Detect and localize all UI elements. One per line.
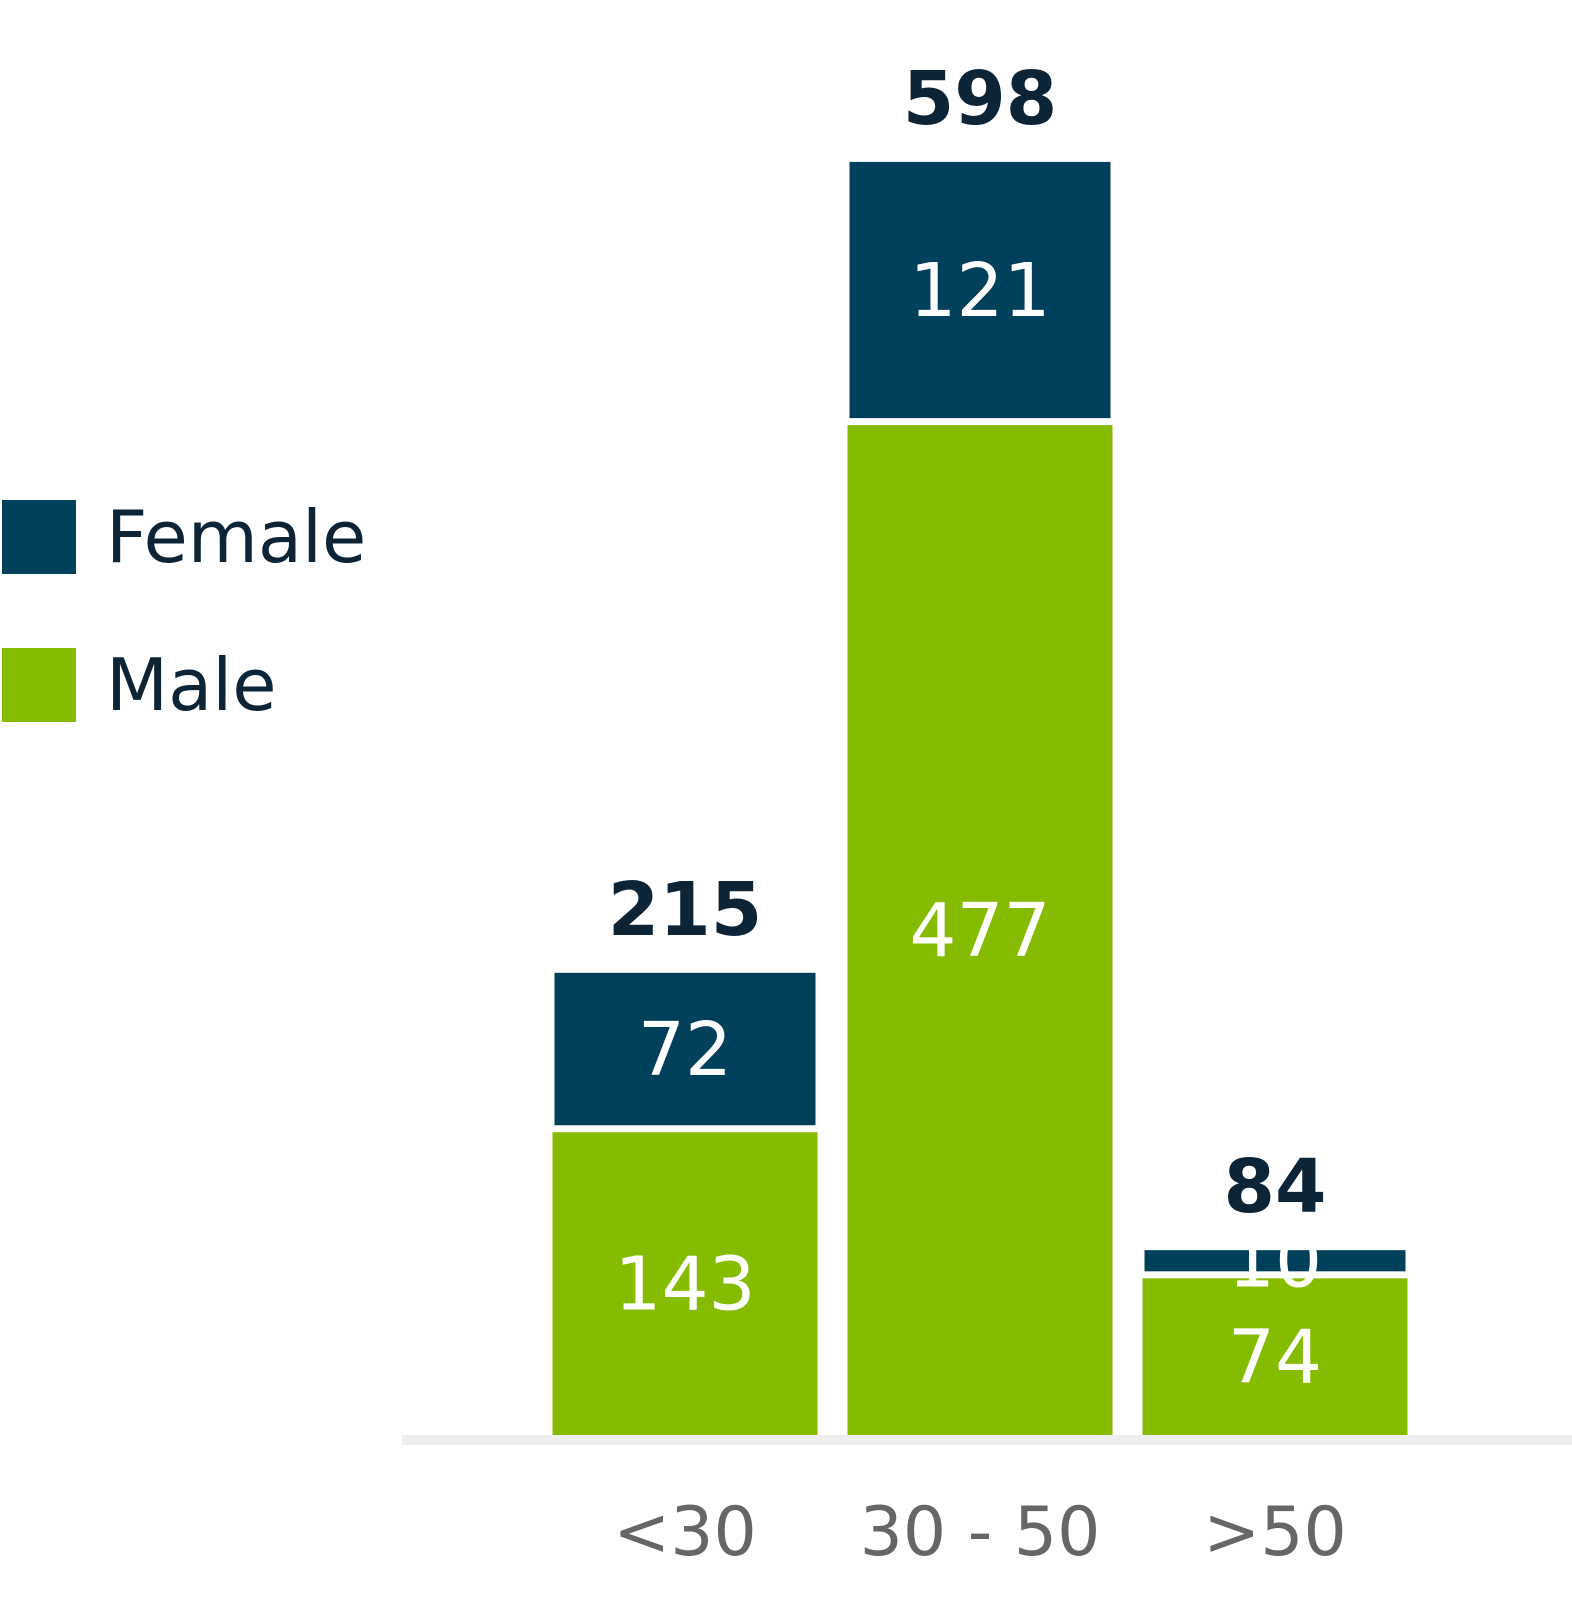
data-label-total: 598 [903,56,1057,142]
bar-segment-female [849,161,1111,419]
data-label-total: 84 [1224,1144,1327,1230]
x-tick-label: >50 [1203,1493,1347,1572]
bar-segment-male [847,425,1113,1435]
bar-segment-female [1144,1250,1406,1272]
data-label-female: 10 [1228,1219,1322,1305]
data-label-total: 215 [608,867,762,953]
legend-swatch-male [2,648,76,722]
bar-segment-female [554,972,816,1126]
legend-swatch-female [2,500,76,574]
data-label-male: 143 [614,1242,755,1328]
data-label-male: 74 [1228,1315,1322,1401]
data-label-male: 477 [909,888,1050,974]
legend: Female Male [0,495,366,796]
x-tick-label: <30 [613,1493,757,1572]
data-label-female: 72 [638,1007,732,1093]
bar-segment-male [1142,1278,1408,1435]
legend-label-male: Male [106,643,277,727]
legend-label-female: Female [106,495,367,579]
x-axis-line [402,1435,1572,1445]
x-tick-label: 30 - 50 [860,1493,1101,1572]
legend-item-male: Male [0,643,366,727]
bar-segment-male [552,1132,818,1435]
data-label-female: 121 [909,248,1050,334]
legend-item-female: Female [0,495,366,579]
